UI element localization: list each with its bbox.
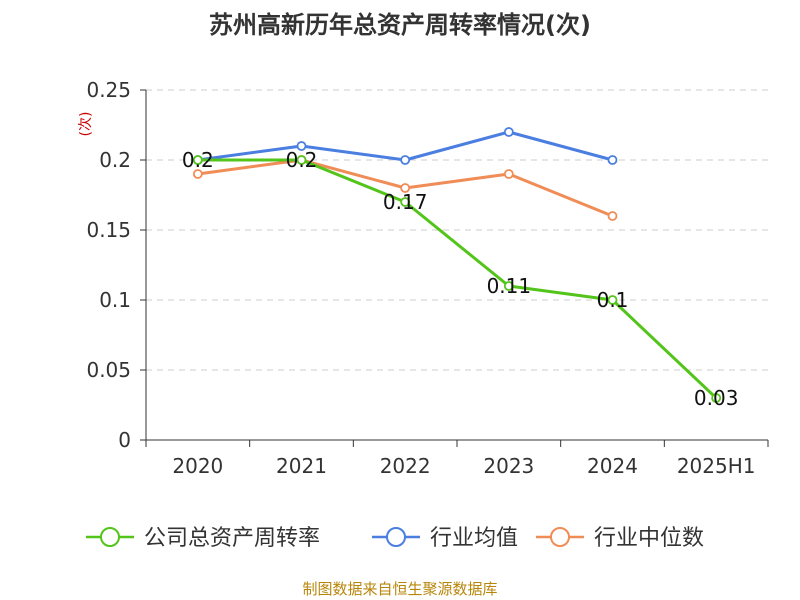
data-point[interactable] — [607, 155, 618, 165]
axes: 0 0.05 0.1 0.15 0.2 0.25 2020 2021 2022 2023 2024 2… — [86, 78, 769, 478]
y-tick-label: 0.1 — [99, 288, 131, 312]
x-tick-label: 2022 — [380, 454, 431, 478]
data-label: 0.2 — [182, 148, 214, 172]
data-point[interactable] — [503, 127, 514, 137]
series-group — [192, 127, 722, 403]
data-label: 0.1 — [597, 288, 629, 312]
legend-label: 公司总资产周转率 — [144, 526, 320, 551]
data-point[interactable] — [400, 183, 411, 193]
data-point[interactable] — [400, 155, 411, 165]
y-axis-label: (次) — [78, 112, 94, 137]
source-note: 制图数据来自恒生聚源数据库 — [302, 580, 497, 598]
x-tick-label: 2024 — [587, 454, 638, 478]
data-point[interactable] — [503, 169, 514, 179]
x-tick-label: 2023 — [483, 454, 534, 478]
data-point[interactable] — [607, 295, 618, 305]
x-tick-label: 2025H1 — [677, 454, 756, 478]
data-point[interactable] — [711, 393, 722, 403]
legend-marker-icon — [100, 527, 120, 547]
x-tick-label: 2020 — [172, 454, 223, 478]
legend-label: 行业均值 — [430, 526, 518, 551]
data-point[interactable] — [192, 169, 203, 179]
y-tick-label: 0.15 — [86, 218, 131, 242]
x-tick-label: 2021 — [276, 454, 327, 478]
data-point[interactable] — [192, 155, 203, 165]
data-point[interactable] — [296, 155, 307, 165]
data-label: 0.11 — [487, 274, 532, 298]
data-label: 0.2 — [286, 148, 318, 172]
legend-marker-icon — [550, 527, 570, 547]
data-labels: 0.2 0.2 0.17 0.11 0.1 0.03 — [182, 148, 739, 410]
data-point[interactable] — [503, 281, 514, 291]
legend-item-2[interactable]: 行业中位数 — [536, 526, 704, 551]
data-label: 0.03 — [694, 386, 739, 410]
series-line-0 — [197, 158, 718, 400]
data-point[interactable] — [400, 197, 411, 207]
y-tick-label: 0.2 — [99, 148, 131, 172]
y-tick-label: 0.25 — [86, 78, 131, 102]
y-tick-label: 0.05 — [86, 358, 131, 382]
grid — [146, 89, 768, 371]
y-tick-label: 0 — [118, 428, 131, 452]
legend-item-0[interactable]: 公司总资产周转率 — [86, 526, 320, 551]
legend-marker-icon — [386, 527, 406, 547]
legend-label: 行业中位数 — [594, 526, 704, 551]
legend[interactable]: 公司总资产周转率 行业均值 行业中位数 — [86, 526, 704, 551]
chart-title: 苏州高新历年总资产周转率情况(次) — [209, 11, 591, 39]
data-point[interactable] — [296, 141, 307, 151]
data-label: 0.17 — [383, 190, 428, 214]
legend-item-1[interactable]: 行业均值 — [372, 526, 518, 551]
data-point[interactable] — [607, 211, 618, 221]
